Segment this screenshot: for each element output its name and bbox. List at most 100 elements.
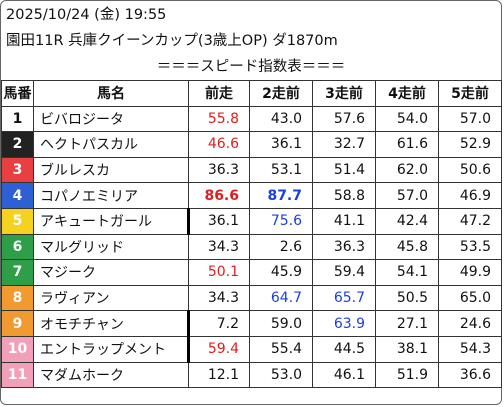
table-row: 5 アキュートガール 36.1 75.6 41.1 42.4 47.2 [1,207,502,235]
horse-name: ラヴィアン [33,284,189,312]
index-2back: 53.0 [249,361,313,389]
table-header-row: 馬番 馬名 前走 2走前 3走前 4走前 5走前 [1,80,502,107]
index-3back: 63.9 [312,310,376,337]
col-header-5back: 5走前 [438,80,502,107]
horse-name: マジーク [33,259,189,286]
index-5back: 52.9 [438,131,502,158]
index-5back: 46.9 [438,182,502,209]
horse-number: 8 [1,284,34,312]
horse-number: 5 [1,207,34,235]
horse-number: 1 [1,105,34,133]
index-5back: 53.5 [438,233,502,261]
table-row: 4 コパノエミリア 86.6 87.7 58.8 57.0 46.9 [1,182,502,209]
index-4back: 51.9 [375,361,439,389]
table-row: 9 オモチチャン 7.2 59.0 63.9 27.1 24.6 [1,310,502,337]
index-4back: 54.0 [375,105,439,133]
speed-index-table: 馬番 馬名 前走 2走前 3走前 4走前 5走前 1 ビバロジータ 55.8 4… [1,80,502,389]
index-5back: 50.6 [438,156,502,184]
index-4back: 62.0 [375,156,439,184]
table-row: 10 エントラップメント 59.4 55.4 44.5 38.1 54.3 [1,335,502,363]
col-header-number: 馬番 [1,80,34,107]
table-row: 3 ブルレスカ 36.3 53.1 51.4 62.0 50.6 [1,156,502,184]
index-2back: 43.0 [249,105,313,133]
datetime-label: 2025/10/24 (金) 19:55 [6,7,167,23]
index-5back: 54.3 [438,335,502,363]
horse-name: マルグリッド [33,233,189,261]
index-last: 50.1 [188,259,250,286]
horse-name: ヘクトパスカル [33,131,189,158]
table-row: 11 マダムホーク 12.1 53.0 46.1 51.9 36.6 [1,361,502,389]
index-2back: 2.6 [249,233,313,261]
index-2back: 55.4 [249,335,313,363]
index-5back: 49.9 [438,259,502,286]
index-3back: 44.5 [312,335,376,363]
index-2back: 87.7 [249,182,313,209]
horse-number: 7 [1,259,34,286]
index-4back: 57.0 [375,182,439,209]
col-header-4back: 4走前 [375,80,439,107]
table-title: ＝＝＝スピード指数表＝＝＝ [156,59,346,75]
index-5back: 24.6 [438,310,502,337]
index-4back: 50.5 [375,284,439,312]
index-4back: 61.6 [375,131,439,158]
index-2back: 59.0 [249,310,313,337]
index-5back: 47.2 [438,207,502,235]
col-header-name: 馬名 [33,80,189,107]
col-header-last: 前走 [188,80,250,107]
table-row: 8 ラヴィアン 34.3 64.7 65.7 50.5 65.0 [1,284,502,312]
index-3back: 36.3 [312,233,376,261]
index-last: 12.1 [188,361,250,389]
index-last: 55.8 [188,105,250,133]
index-3back: 41.1 [312,207,376,235]
index-4back: 27.1 [375,310,439,337]
index-3back: 65.7 [312,284,376,312]
index-2back: 53.1 [249,156,313,184]
horse-name: ブルレスカ [33,156,189,184]
index-last: 36.1 [187,207,250,235]
horse-number: 3 [1,156,34,184]
index-last: 59.4 [187,335,250,363]
race-info-label: 園田11R 兵庫クイーンカップ(3歳上OP) ダ1870m [6,33,338,49]
index-4back: 42.4 [375,207,439,235]
index-3back: 32.7 [312,131,376,158]
col-header-3back: 3走前 [312,80,376,107]
index-4back: 45.8 [375,233,439,261]
table-row: 2 ヘクトパスカル 46.6 36.1 32.7 61.6 52.9 [1,131,502,158]
index-last: 86.6 [188,182,250,209]
horse-number: 11 [1,361,34,389]
index-last: 34.3 [188,284,250,312]
horse-name: オモチチャン [33,310,189,337]
index-last: 36.3 [188,156,250,184]
horse-name: コパノエミリア [33,182,189,209]
index-2back: 64.7 [249,284,313,312]
horse-number: 10 [1,335,34,363]
horse-number: 9 [1,310,34,337]
index-3back: 51.4 [312,156,376,184]
horse-name: エントラップメント [33,335,189,363]
index-last: 34.3 [188,233,250,261]
index-3back: 57.6 [312,105,376,133]
horse-name: マダムホーク [33,361,189,389]
index-3back: 46.1 [312,361,376,389]
index-3back: 59.4 [312,259,376,286]
index-2back: 45.9 [249,259,313,286]
index-5back: 65.0 [438,284,502,312]
index-4back: 38.1 [375,335,439,363]
table-row: 1 ビバロジータ 55.8 43.0 57.6 54.0 57.0 [1,105,502,133]
index-last: 7.2 [187,310,250,337]
horse-number: 2 [1,131,34,158]
col-header-2back: 2走前 [249,80,313,107]
index-3back: 58.8 [312,182,376,209]
horse-name: アキュートガール [33,207,189,235]
index-last: 46.6 [188,131,250,158]
table-row: 6 マルグリッド 34.3 2.6 36.3 45.8 53.5 [1,233,502,261]
index-2back: 75.6 [249,207,313,235]
index-5back: 57.0 [438,105,502,133]
index-2back: 36.1 [249,131,313,158]
horse-number: 6 [1,233,34,261]
index-5back: 36.6 [438,361,502,389]
horse-number: 4 [1,182,34,209]
table-row: 7 マジーク 50.1 45.9 59.4 54.1 49.9 [1,259,502,286]
index-4back: 54.1 [375,259,439,286]
